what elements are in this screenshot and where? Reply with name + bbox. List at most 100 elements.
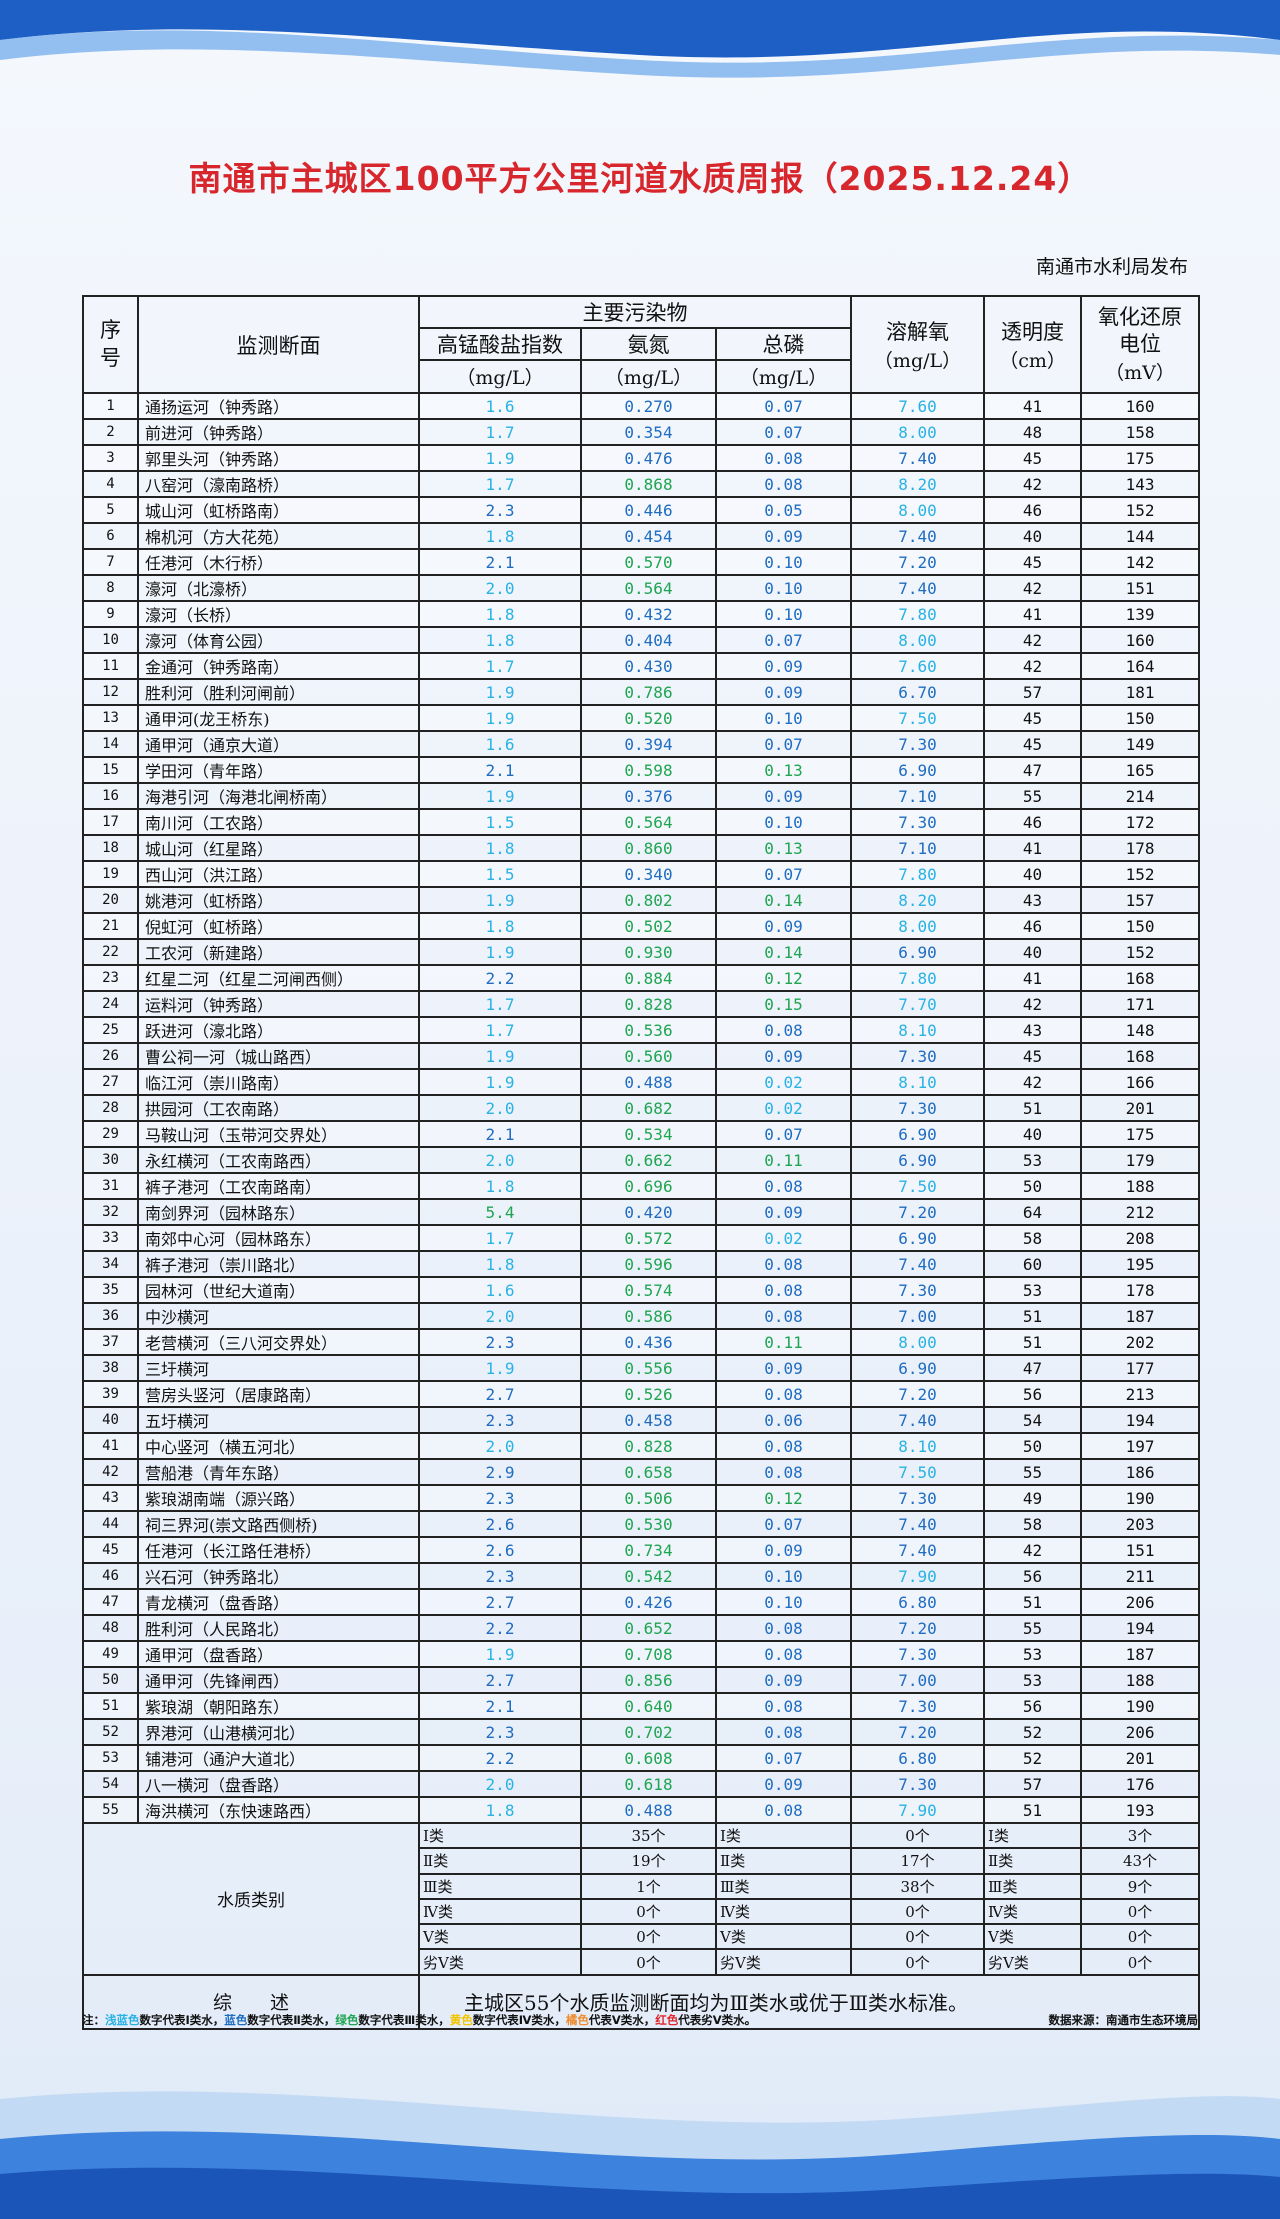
table-row: 22 工农河（新建路） 1.9 0.930 0.14 6.90 40 152: [82, 938, 1201, 966]
transparency-value: 64: [983, 1198, 1083, 1226]
cod-value: 1.9: [418, 1042, 582, 1070]
table-row: 10 濠河（体育公园） 1.8 0.404 0.07 8.00 42 160: [82, 626, 1201, 654]
tp-class-count: 0个: [1080, 1923, 1201, 1951]
nh3-value: 0.802: [580, 886, 717, 914]
table-row: 18 城山河（红星路） 1.8 0.860 0.13 7.10 41 178: [82, 834, 1201, 862]
nh3-value: 0.520: [580, 704, 717, 732]
orp-value: 187: [1080, 1640, 1201, 1668]
section-name: 海港引河（海港北闸桥南）: [137, 782, 420, 810]
transparency-value: 56: [983, 1380, 1083, 1408]
cod-value: 1.7: [418, 652, 582, 680]
section-name: 中沙横河: [137, 1302, 420, 1330]
summary-text: 主城区55个水质监测断面均为Ⅲ类水或优于Ⅲ类水标准。: [417, 1973, 1201, 2030]
nh3-value: 0.708: [580, 1640, 717, 1668]
do-value: 6.80: [850, 1588, 986, 1616]
transparency-value: 42: [983, 574, 1083, 602]
orp-value: 151: [1080, 574, 1201, 602]
nh3-value: 0.556: [580, 1354, 717, 1382]
transparency-value: 53: [983, 1276, 1083, 1304]
table-row: 26 曹公祠一河（城山路西） 1.9 0.560 0.09 7.30 45 168: [82, 1042, 1201, 1070]
tp-value: 0.09: [714, 678, 853, 706]
cod-value: 2.7: [418, 1666, 582, 1694]
section-name: 裤子港河（工农南路南）: [137, 1172, 420, 1200]
cod-value: 1.9: [418, 678, 582, 706]
tp-value: 0.09: [714, 1770, 853, 1798]
row-number: 5: [82, 496, 139, 524]
transparency-value: 54: [983, 1406, 1083, 1434]
nh3-value: 0.658: [580, 1458, 717, 1486]
tp-value: 0.08: [714, 1276, 853, 1304]
section-name: 界港河（山港横河北）: [137, 1718, 420, 1746]
header-nh3-unit: （mg/L）: [580, 359, 717, 394]
cod-value: 1.9: [418, 938, 582, 966]
section-name: 南川河（工农路）: [137, 808, 420, 836]
section-name: 拱园河（工农南路）: [137, 1094, 420, 1122]
cod-value: 1.7: [418, 470, 582, 498]
do-value: 7.50: [850, 1172, 986, 1200]
cod-value: 2.3: [418, 1328, 582, 1356]
table-row: 19 西山河（洪江路） 1.5 0.340 0.07 7.80 40 152: [82, 860, 1201, 888]
section-name: 濠河（北濠桥）: [137, 574, 420, 602]
orp-value: 143: [1080, 470, 1201, 498]
orp-value: 152: [1080, 496, 1201, 524]
table-row: 17 南川河（工农路） 1.5 0.564 0.10 7.30 46 172: [82, 808, 1201, 836]
transparency-value: 45: [983, 704, 1083, 732]
row-number: 41: [82, 1432, 139, 1460]
do-value: 7.80: [850, 964, 986, 992]
transparency-value: 46: [983, 496, 1083, 524]
transparency-value: 53: [983, 1666, 1083, 1694]
do-value: 7.30: [850, 1042, 986, 1070]
nh3-value: 0.682: [580, 1094, 717, 1122]
row-number: 52: [82, 1718, 139, 1746]
tp-value: 0.10: [714, 600, 853, 628]
section-name: 南剑界河（园林路东）: [137, 1198, 420, 1226]
cod-class-count: 1个: [580, 1872, 717, 1900]
transparency-value: 55: [983, 1458, 1083, 1486]
section-name: 红星二河（红星二河闸西侧）: [137, 964, 420, 992]
do-value: 7.40: [850, 444, 986, 472]
do-value: 6.90: [850, 1120, 986, 1148]
transparency-value: 52: [983, 1744, 1083, 1772]
transparency-value: 46: [983, 912, 1083, 940]
row-number: 11: [82, 652, 139, 680]
orp-value: 176: [1080, 1770, 1201, 1798]
legend-color-word: 橘色: [565, 2013, 589, 2027]
legend-text: 数字代表Ⅳ类水，: [472, 2013, 566, 2027]
orp-value: 139: [1080, 600, 1201, 628]
table-row: 38 三圩横河 1.9 0.556 0.09 6.90 47 177: [82, 1354, 1201, 1382]
table-row: 47 青龙横河（盘香路） 2.7 0.426 0.10 6.80 51 206: [82, 1588, 1201, 1616]
cod-value: 2.0: [418, 1146, 582, 1174]
nh3-value: 0.488: [580, 1068, 717, 1096]
table-row: 45 任港河（长江路任港桥） 2.6 0.734 0.09 7.40 42 151: [82, 1536, 1201, 1564]
section-name: 三圩横河: [137, 1354, 420, 1382]
row-number: 4: [82, 470, 139, 498]
transparency-value: 53: [983, 1146, 1083, 1174]
nh3-value: 0.884: [580, 964, 717, 992]
orp-value: 211: [1080, 1562, 1201, 1590]
cod-class-label: 劣Ⅴ类: [418, 1948, 582, 1976]
do-value: 6.90: [850, 756, 986, 784]
nh3-value: 0.608: [580, 1744, 717, 1772]
orp-value: 168: [1080, 964, 1201, 992]
tp-value: 0.07: [714, 418, 853, 446]
tp-value: 0.09: [714, 1536, 853, 1564]
orp-value: 172: [1080, 808, 1201, 836]
tp-value: 0.07: [714, 1744, 853, 1772]
section-name: 城山河（虹桥路南）: [137, 496, 420, 524]
table-row: 44 祠三界河(崇文路西侧桥) 2.6 0.530 0.07 7.40 58 203: [82, 1510, 1201, 1538]
nh3-value: 0.702: [580, 1718, 717, 1746]
section-name: 海洪横河（东快速路西）: [137, 1796, 420, 1824]
cod-value: 2.3: [418, 1484, 582, 1512]
transparency-value: 53: [983, 1640, 1083, 1668]
orp-value: 178: [1080, 834, 1201, 862]
cod-value: 2.3: [418, 1406, 582, 1434]
tp-value: 0.08: [714, 1250, 853, 1278]
section-name: 任港河（长江路任港桥）: [137, 1536, 420, 1564]
table-row: 30 永红横河（工农南路西） 2.0 0.662 0.11 6.90 53 179: [82, 1146, 1201, 1174]
tp-value: 0.07: [714, 730, 853, 758]
tp-value: 0.09: [714, 522, 853, 550]
do-value: 7.30: [850, 1484, 986, 1512]
do-value: 7.30: [850, 1094, 986, 1122]
orp-value: 179: [1080, 1146, 1201, 1174]
row-number: 55: [82, 1796, 139, 1824]
